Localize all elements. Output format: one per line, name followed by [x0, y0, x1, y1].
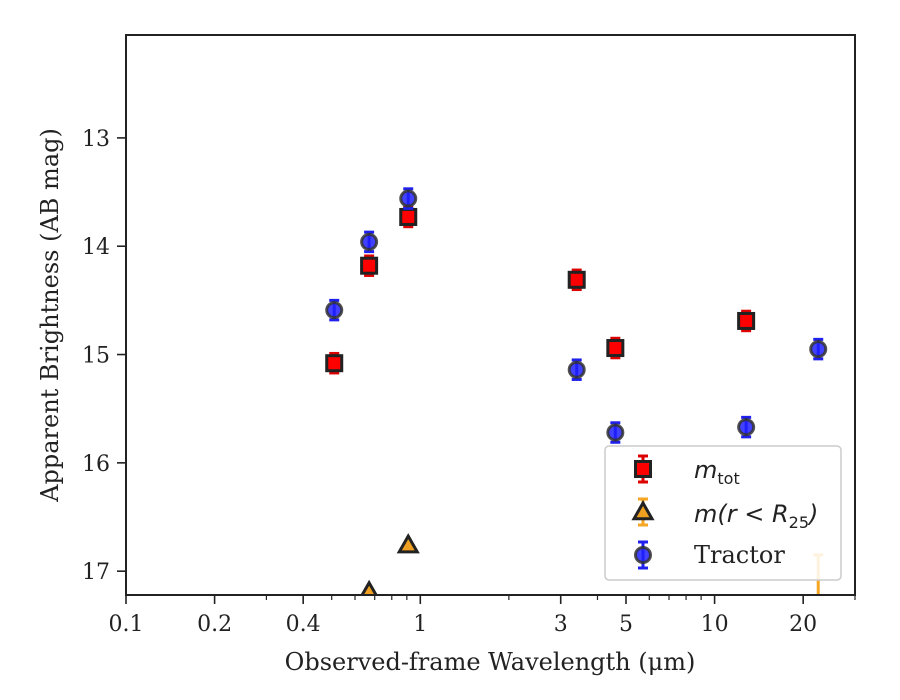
y-axis-label: Apparent Brightness (AB mag)	[36, 128, 64, 503]
y-tick-label: 13	[82, 127, 110, 152]
point-tractor	[809, 340, 828, 359]
x-tick-label: 5	[619, 612, 633, 637]
legend-box	[604, 445, 842, 581]
legend-mr25-close: )	[807, 500, 818, 528]
x-tick-label: 20	[789, 612, 817, 637]
point-tractor	[737, 418, 756, 437]
x-axis-label: Observed-frame Wavelength (μm)	[285, 648, 696, 676]
legend-mtot-main: m	[694, 456, 717, 484]
x-tick-label: 0.4	[286, 612, 321, 637]
x-tick-label: 3	[554, 612, 568, 637]
point-tractor	[399, 189, 418, 208]
legend-marker-mr25	[631, 499, 655, 521]
point-mr25	[360, 579, 378, 595]
point-mtot	[606, 339, 625, 358]
point-mr25	[396, 533, 420, 554]
legend-mr25-sub: 25	[789, 513, 809, 532]
y-tick-label: 17	[82, 560, 110, 585]
point-tractor	[360, 232, 379, 251]
legend-marker-mtot	[634, 460, 652, 478]
legend: mtot m(r < R25) Tractor	[604, 445, 842, 581]
legend-marker-tractor	[634, 546, 652, 564]
legend-label-tractor: Tractor	[694, 541, 785, 569]
data-marks	[325, 187, 828, 595]
point-mtot	[737, 311, 756, 330]
legend-label-mr25: m(r < R25)	[694, 500, 818, 532]
y-tick-label: 15	[82, 344, 110, 369]
y-tick-label: 16	[82, 452, 110, 477]
x-tick-label: 1	[413, 612, 427, 637]
legend-mr25-main: m(r < R	[694, 500, 789, 528]
x-tick-label: 10	[701, 612, 729, 637]
series-tractor	[325, 187, 828, 444]
plot-frame	[125, 34, 856, 596]
legend-label-mtot: mtot	[694, 456, 740, 488]
legend-markers	[631, 454, 655, 570]
x-axis-ticks: 0.1 0.2 0.4 1 3 5 10 20	[109, 595, 856, 637]
y-axis-ticks: 13 14 15 16 17	[82, 127, 126, 585]
legend-mtot-sub: tot	[717, 469, 739, 488]
point-mtot	[360, 256, 379, 275]
point-tractor	[606, 423, 625, 442]
x-tick-label: 0.2	[197, 612, 232, 637]
point-tractor	[567, 360, 586, 379]
point-mtot	[567, 270, 586, 289]
point-mtot	[325, 354, 344, 373]
point-mtot	[399, 207, 418, 226]
y-tick-label: 14	[82, 235, 110, 260]
point-tractor	[325, 301, 344, 320]
x-tick-label: 0.1	[109, 612, 144, 637]
series-mtot	[325, 205, 756, 375]
